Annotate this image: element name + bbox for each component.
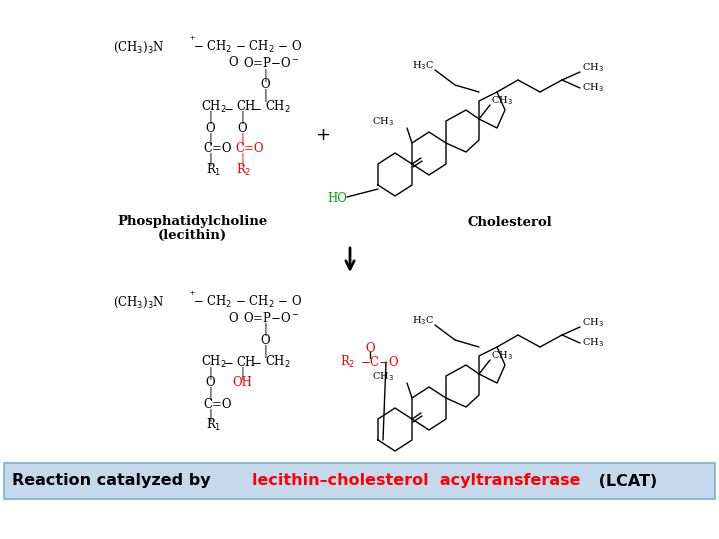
Text: $-$: $-$ [251,100,261,114]
Text: CH$_3$: CH$_3$ [582,81,604,94]
Text: |: | [208,388,212,400]
Text: C=O: C=O [203,142,232,155]
Text: CH$_2$: CH$_2$ [265,99,290,115]
Text: $+$: $+$ [316,126,331,144]
Text: $-$ CH$_2$ $-$ CH$_2$ $-$ O: $-$ CH$_2$ $-$ CH$_2$ $-$ O [193,39,302,55]
Text: Cholesteryl ester: Cholesteryl ester [447,471,573,483]
Text: (lecithin): (lecithin) [157,229,226,241]
Text: Phosphatidylcholine: Phosphatidylcholine [117,216,267,229]
Text: O: O [205,377,215,390]
Text: $-$: $-$ [251,356,261,369]
Text: (CH$_3$)$_3$N: (CH$_3$)$_3$N [113,39,165,54]
Text: $-$ CH$_2$ $-$ CH$_2$ $-$ O: $-$ CH$_2$ $-$ CH$_2$ $-$ O [193,294,302,310]
Text: |: | [208,409,212,421]
Text: Reaction catalyzed by: Reaction catalyzed by [12,473,216,488]
Text: lecithin–cholesterol  acyltransferase: lecithin–cholesterol acyltransferase [252,473,580,488]
Text: R$_2$: R$_2$ [236,162,252,178]
Text: CH$_2$: CH$_2$ [265,354,290,370]
Text: |: | [208,112,212,125]
Text: CH$_3$: CH$_3$ [491,350,513,362]
Text: R$_1$: R$_1$ [206,417,221,433]
Text: |: | [240,154,244,167]
Text: |: | [263,344,267,357]
Text: (CH$_3$)$_3$N: (CH$_3$)$_3$N [113,294,165,309]
Text: O=P$-$O$^-$: O=P$-$O$^-$ [243,311,300,325]
Text: O: O [205,121,215,135]
Text: (LCAT): (LCAT) [593,473,657,488]
Text: CH: CH [236,356,255,369]
Text: |: | [208,133,212,146]
Text: O: O [229,312,238,324]
Text: CH$_3$: CH$_3$ [372,371,394,383]
Bar [4,463,715,499]
Text: Lysolecithin: Lysolecithin [147,471,237,483]
Text: CH$_3$: CH$_3$ [582,336,604,349]
Text: |: | [240,112,244,125]
Text: |: | [208,154,212,167]
Text: |: | [240,133,244,146]
Text: CH$_2$: CH$_2$ [201,99,226,115]
Text: R$_1$: R$_1$ [206,162,221,178]
Text: $^+$: $^+$ [188,292,196,301]
Text: |: | [208,367,212,379]
Text: |: | [263,323,267,336]
Text: |: | [263,68,267,81]
Text: OH: OH [232,377,252,390]
Text: CH$_3$: CH$_3$ [582,61,604,74]
Text: O=P$-$O$^-$: O=P$-$O$^-$ [243,56,300,70]
Text: O: O [237,121,247,135]
Text: O: O [260,334,270,347]
Text: $-$C$-$O: $-$C$-$O [360,355,400,369]
Text: Cholesterol: Cholesterol [467,216,552,229]
Text: $-$: $-$ [223,356,233,369]
Text: $^+$: $^+$ [188,37,196,45]
Text: CH: CH [236,100,255,114]
Text: O: O [260,79,270,92]
Text: O: O [365,342,375,355]
Text: HO: HO [327,191,347,204]
Text: CH$_3$: CH$_3$ [372,115,394,128]
Text: CH$_2$: CH$_2$ [201,354,226,370]
Text: O: O [229,57,238,70]
Text: R$_2$: R$_2$ [340,354,355,370]
Text: H$_3$C: H$_3$C [412,60,434,72]
Text: |: | [240,367,244,379]
Text: CH$_3$: CH$_3$ [491,95,513,107]
Text: H$_3$C: H$_3$C [412,315,434,327]
Text: C=O: C=O [235,142,263,155]
Text: C=O: C=O [203,397,232,411]
Text: CH$_3$: CH$_3$ [582,316,604,329]
Text: $-$: $-$ [223,100,233,114]
Text: |: | [263,89,267,102]
